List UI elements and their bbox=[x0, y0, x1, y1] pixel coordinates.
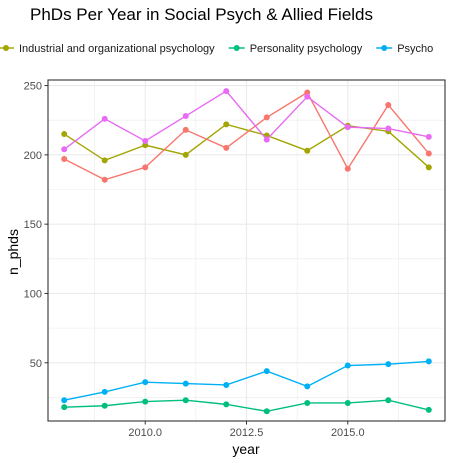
data-point bbox=[182, 126, 189, 133]
y-tick-label: 250 bbox=[24, 81, 42, 93]
x-tick-label: 2010.0 bbox=[128, 427, 162, 439]
data-point bbox=[344, 362, 351, 369]
data-point bbox=[425, 358, 432, 365]
data-point bbox=[101, 115, 108, 122]
y-tick-label: 150 bbox=[24, 219, 42, 231]
legend-key-point bbox=[381, 45, 388, 51]
data-point bbox=[344, 399, 351, 406]
legend-label: Industrial and organizational psychology bbox=[19, 43, 215, 55]
x-axis-title: year bbox=[232, 441, 260, 457]
data-point bbox=[61, 146, 68, 153]
data-point bbox=[223, 144, 230, 151]
data-point bbox=[385, 125, 392, 132]
data-point bbox=[142, 137, 149, 144]
data-point bbox=[182, 113, 189, 120]
series-line-3 bbox=[63, 91, 430, 181]
legend-label: Personality psychology bbox=[250, 43, 363, 55]
series-line-1 bbox=[64, 399, 429, 413]
legend: Industrial and organizational psychology… bbox=[0, 43, 433, 55]
plot-panel: 2010.0 2012.5 2015.0 50 100 150 200 250 bbox=[24, 79, 446, 439]
data-point bbox=[344, 165, 351, 172]
data-point bbox=[344, 124, 351, 131]
x-tick-label: 2015.0 bbox=[331, 427, 365, 439]
data-point bbox=[425, 406, 432, 413]
data-point bbox=[142, 164, 149, 171]
legend-key-point bbox=[3, 45, 9, 51]
data-point bbox=[385, 101, 392, 108]
data-point bbox=[304, 147, 311, 154]
data-point bbox=[101, 176, 108, 183]
data-point bbox=[223, 381, 230, 388]
data-point bbox=[142, 398, 149, 405]
data-point bbox=[425, 150, 432, 157]
data-point bbox=[304, 93, 311, 100]
data-point bbox=[263, 114, 270, 121]
y-axis-title: n_phds bbox=[5, 229, 21, 275]
data-point bbox=[304, 89, 311, 96]
x-tick-label: 2012.5 bbox=[230, 427, 264, 439]
data-point bbox=[425, 164, 432, 171]
data-point bbox=[385, 361, 392, 368]
data-point bbox=[61, 156, 68, 163]
legend-label: Psycho bbox=[397, 43, 433, 55]
data-point bbox=[223, 121, 230, 128]
y-tick-label: 50 bbox=[30, 358, 42, 370]
data-point bbox=[223, 401, 230, 408]
series-line-4 bbox=[63, 90, 429, 150]
data-point bbox=[263, 136, 270, 143]
series-line-2 bbox=[64, 360, 429, 401]
data-point bbox=[223, 88, 230, 95]
data-point bbox=[182, 380, 189, 387]
data-point bbox=[142, 379, 149, 386]
data-point bbox=[101, 388, 108, 395]
data-point bbox=[425, 133, 432, 140]
data-point bbox=[101, 157, 108, 164]
chart-title: PhDs Per Year in Social Psych & Allied F… bbox=[30, 5, 373, 24]
y-tick-label: 100 bbox=[24, 288, 42, 300]
legend-key-point bbox=[233, 45, 240, 51]
data-point bbox=[182, 397, 189, 404]
data-point bbox=[304, 399, 311, 406]
data-point bbox=[263, 408, 270, 415]
y-tick-label: 200 bbox=[24, 150, 42, 162]
data-point bbox=[61, 404, 68, 411]
data-point bbox=[304, 383, 311, 390]
data-point bbox=[182, 151, 189, 158]
data-point bbox=[142, 142, 149, 149]
data-point bbox=[61, 397, 68, 404]
data-point bbox=[385, 397, 392, 404]
data-point bbox=[61, 131, 68, 138]
data-point bbox=[101, 402, 108, 409]
data-point bbox=[263, 368, 270, 375]
